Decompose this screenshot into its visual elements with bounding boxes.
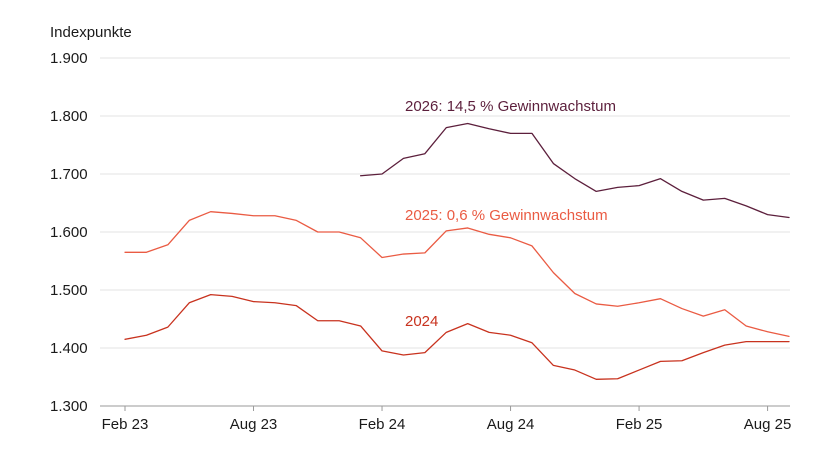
y-tick-label: 1.500 [50,282,88,299]
y-tick-label: 1.300 [50,398,88,415]
series-lines [124,122,790,380]
series-line-1 [124,211,790,338]
x-tick-label: Feb 24 [359,416,406,433]
series-label-1: 2025: 0,6 % Gewinnwachstum [405,207,608,224]
series-label-0: 2026: 14,5 % Gewinnwachstum [405,98,616,115]
y-tick-label: 1.800 [50,108,88,125]
x-tick-label: Feb 25 [616,416,663,433]
series-label-2: 2024 [405,313,438,330]
axes: 1.300 1.400 1.500 1.600 1.700 1.800 1.900 Index… [50,24,791,433]
x-tick-label: Feb 23 [102,416,149,433]
y-axis-label: Indexpunkte [50,24,132,41]
series-line-0 [359,122,790,219]
x-tick-label: Aug 24 [487,416,535,433]
x-tick-label: Aug 25 [744,416,792,433]
y-tick-label: 1.700 [50,166,88,183]
x-tick-label: Aug 23 [230,416,278,433]
series-labels: 2026: 14,5 % Gewinnwachstum 2025: 0,6 % G… [405,98,616,330]
y-tick-label: 1.600 [50,224,88,241]
gridlines [100,57,790,407]
series-line-2 [124,293,790,380]
y-tick-label: 1.900 [50,50,88,67]
y-tick-label: 1.400 [50,340,88,357]
